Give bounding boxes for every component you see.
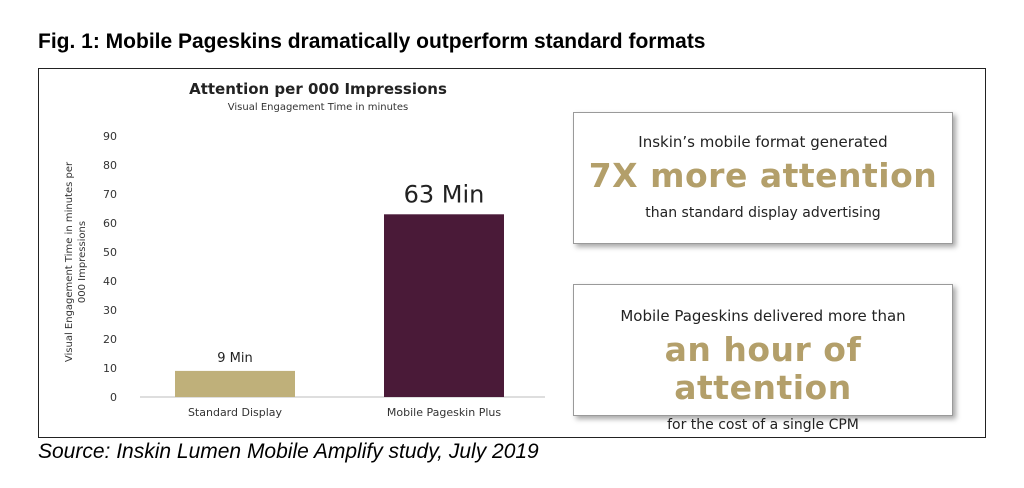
data-label: 9 Min [217, 351, 252, 366]
y-axis-label-group: Visual Engagement Time in minutes per 00… [64, 161, 88, 362]
y-tick-label: 0 [110, 391, 117, 404]
y-tick-label: 50 [103, 246, 117, 259]
bar-standard-display [175, 370, 295, 397]
y-tick-label: 60 [103, 217, 117, 230]
x-tick-label: Mobile Pageskin Plus [387, 406, 501, 419]
chart-subtitle: Visual Engagement Time in minutes [228, 102, 408, 113]
source-note: Source: Inskin Lumen Mobile Amplify stud… [38, 440, 539, 463]
y-tick-label: 70 [103, 188, 117, 201]
callout-1-detail: than standard display advertising [645, 205, 881, 221]
figure-frame [38, 68, 986, 438]
data-labels: 9 Min 63 Min [217, 180, 484, 366]
callout-2-headline: an hour of attention [664, 330, 862, 407]
bars [175, 214, 504, 397]
y-axis-label-line1: Visual Engagement Time in minutes per [64, 161, 75, 362]
y-tick-label: 20 [103, 333, 117, 346]
y-tick-label: 40 [103, 275, 117, 288]
callout-1-intro: Inskin’s mobile format generated [638, 133, 888, 151]
y-tick-label: 90 [103, 130, 117, 143]
y-tick-label: 80 [103, 159, 117, 172]
x-tick-labels: Standard Display Mobile Pageskin Plus [188, 406, 501, 419]
x-tick-label: Standard Display [188, 406, 283, 419]
bar-mobile-pageskin-plus [384, 214, 504, 397]
y-tick-label: 30 [103, 304, 117, 317]
y-tick-labels: 0 10 20 30 40 50 60 70 80 90 [103, 130, 117, 404]
y-tick-label: 10 [103, 362, 117, 375]
callout-2-intro: Mobile Pageskins delivered more than [620, 307, 906, 325]
figure-title: Fig. 1: Mobile Pageskins dramatically ou… [38, 30, 706, 53]
callout-1-headline: 7X more attention [588, 156, 938, 195]
data-label: 63 Min [404, 180, 485, 208]
y-axis-label-line2: 000 Impressions [77, 221, 88, 303]
callout-hour-attention: Mobile Pageskins delivered more than an … [573, 284, 953, 433]
callout-2-detail: for the cost of a single CPM [667, 417, 859, 433]
callout-7x-attention: Inskin’s mobile format generated 7X more… [573, 112, 953, 244]
chart-title: Attention per 000 Impressions [189, 80, 447, 98]
